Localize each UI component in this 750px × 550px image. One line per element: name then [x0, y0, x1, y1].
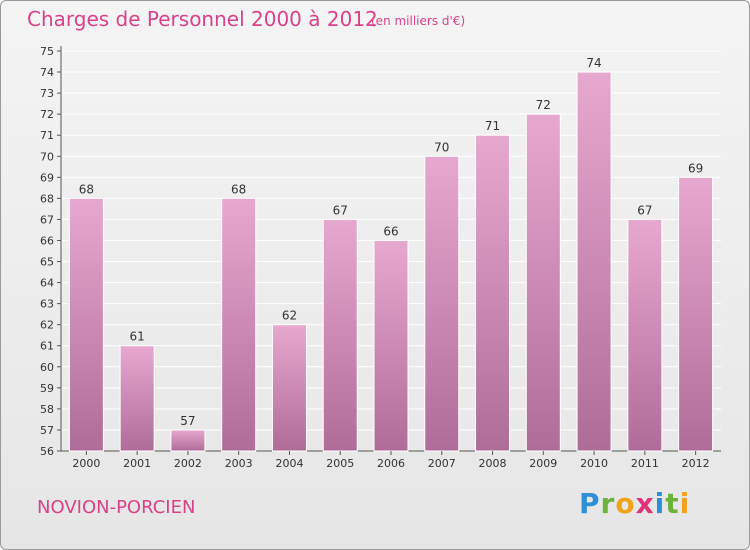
y-tick-label: 58: [40, 403, 54, 416]
x-tick-label-2009: 2009: [529, 457, 557, 470]
value-label-2012: 69: [688, 161, 703, 175]
bar-2010: [576, 71, 612, 452]
x-tick-label-2000: 2000: [72, 457, 100, 470]
x-tick-label-2003: 2003: [225, 457, 253, 470]
bar-2011: [627, 218, 663, 452]
y-tick-label: 66: [40, 234, 54, 247]
y-tick-label: 62: [40, 319, 54, 332]
y-tick-label: 71: [40, 129, 54, 142]
y-tick-label: 68: [40, 192, 54, 205]
value-label-2006: 66: [383, 224, 398, 238]
y-tick-label: 63: [40, 298, 54, 311]
value-label-2001: 61: [130, 330, 145, 344]
value-label-2011: 67: [637, 203, 652, 217]
bar-2000: [68, 197, 104, 452]
y-tick-label: 75: [40, 45, 54, 58]
x-tick-label-2008: 2008: [479, 457, 507, 470]
x-axis: 2000 2001 2002 2003 2004 2005 2006 2007 2008 2009…: [72, 451, 710, 470]
x-tick-label-2006: 2006: [377, 457, 405, 470]
x-tick-label-2002: 2002: [174, 457, 202, 470]
chart-title: Charges de Personnel 2000 à 2012: [27, 7, 378, 31]
commune-name: NOVION-PORCIEN: [37, 497, 196, 518]
chart-subtitle: (en milliers d'€): [371, 14, 466, 28]
x-tick-label-2007: 2007: [428, 457, 456, 470]
bar-2001: [119, 345, 155, 452]
y-tick-label: 73: [40, 87, 54, 100]
value-label-2003: 68: [231, 182, 246, 196]
y-tick-label: 74: [40, 66, 54, 79]
y-tick-label: 65: [40, 256, 54, 269]
x-tick-label-2010: 2010: [580, 457, 608, 470]
x-tick-label-2004: 2004: [275, 457, 303, 470]
x-tick-label-2005: 2005: [326, 457, 354, 470]
value-label-2000: 68: [79, 182, 94, 196]
bar-2009: [525, 113, 561, 452]
y-tick-label: 61: [40, 340, 54, 353]
proxiti-logo: Proxiti: [579, 487, 691, 520]
bar-2002: [170, 429, 206, 452]
y-tick-label: 69: [40, 171, 54, 184]
bars: 68 61 57 68 62 67 66 70 71 72 74 67 69: [68, 56, 714, 452]
y-tick-label: 64: [40, 277, 54, 290]
y-tick-label: 70: [40, 150, 54, 163]
bar-2003: [221, 197, 257, 452]
y-tick-label: 67: [40, 213, 54, 226]
y-tick-label: 72: [40, 108, 54, 121]
y-tick-label: 59: [40, 382, 54, 395]
y-tick-label: 56: [40, 445, 54, 458]
bar-2007: [424, 155, 460, 452]
value-label-2004: 62: [282, 309, 297, 323]
value-label-2008: 71: [485, 119, 500, 133]
value-label-2002: 57: [180, 414, 195, 428]
bar-2012: [678, 176, 714, 452]
value-label-2009: 72: [536, 98, 551, 112]
value-label-2007: 70: [434, 140, 449, 154]
y-tick-label: 60: [40, 361, 54, 374]
value-label-2010: 74: [586, 56, 601, 70]
x-tick-label-2001: 2001: [123, 457, 151, 470]
bar-2004: [271, 324, 307, 452]
x-tick-label-2012: 2012: [682, 457, 710, 470]
bar-2005: [322, 218, 358, 452]
bar-2008: [475, 134, 511, 452]
x-tick-label-2011: 2011: [631, 457, 659, 470]
y-tick-label: 57: [40, 424, 54, 437]
bar-2006: [373, 239, 409, 452]
value-label-2005: 67: [333, 203, 348, 217]
